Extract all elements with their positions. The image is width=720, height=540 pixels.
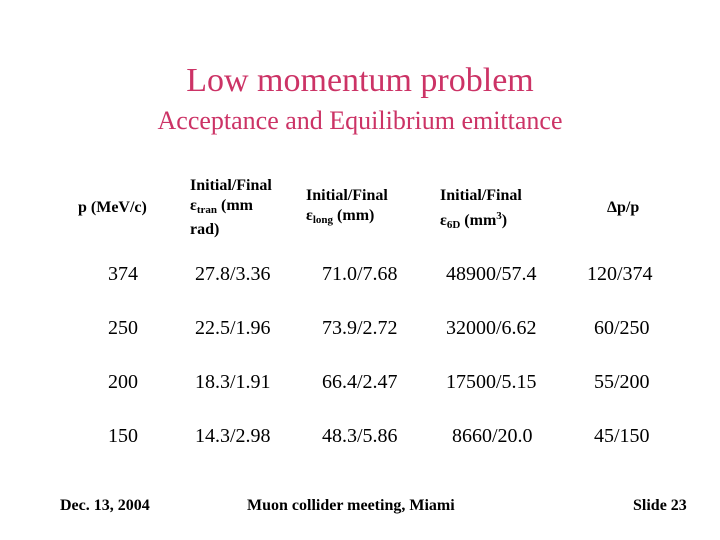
long-unit: (mm) [333, 207, 375, 224]
table-cell: 17500/5.15 [446, 371, 537, 393]
footer-date: Dec. 13, 2004 [60, 497, 150, 514]
6d-unit-close: ) [501, 212, 508, 229]
table-cell: 120/374 [587, 263, 653, 285]
delta-symbol: Δ [607, 199, 618, 216]
table-cell: 71.0/7.68 [322, 263, 398, 285]
slide-title: Low momentum problem [186, 62, 534, 99]
table-cell: 22.5/1.96 [195, 317, 271, 339]
table-cell: 27.8/3.36 [195, 263, 271, 285]
table-cell: 45/150 [594, 425, 650, 447]
header-momentum: p (MeV/c) [78, 199, 147, 216]
table-cell: 60/250 [594, 317, 650, 339]
header-6d-emittance: Initial/Final ε6D (mm3) [440, 186, 522, 235]
header-longitudinal-emittance: Initial/Final εlong (mm) [306, 186, 388, 230]
table-cell: 374 [108, 263, 138, 285]
footer-meeting: Muon collider meeting, Miami [247, 497, 455, 514]
header-transverse-line2: εtran (mm [190, 196, 272, 220]
long-subscript: long [312, 214, 334, 226]
epsilon-symbol: ε [440, 212, 447, 229]
table-cell: 55/200 [594, 371, 650, 393]
header-transverse-line1: Initial/Final [190, 177, 272, 194]
epsilon-symbol: ε [190, 197, 197, 214]
table-cell: 32000/6.62 [446, 317, 537, 339]
6d-subscript: 6D [446, 219, 461, 231]
header-6d-line1: Initial/Final [440, 187, 522, 204]
table-cell: 48900/57.4 [446, 263, 537, 285]
table-cell: 150 [108, 425, 138, 447]
table-cell: 48.3/5.86 [322, 425, 398, 447]
footer-slide-number: Slide 23 [633, 497, 687, 514]
6d-unit: (mm [460, 212, 497, 229]
table-cell: 73.9/2.72 [322, 317, 398, 339]
table-cell: 66.4/2.47 [322, 371, 398, 393]
table-cell: 14.3/2.98 [195, 425, 271, 447]
tran-unit: (mm [217, 197, 253, 214]
table-cell: 18.3/1.91 [195, 371, 271, 393]
tran-subscript: tran [196, 204, 218, 216]
header-transverse-line3: rad) [190, 221, 220, 238]
slide-subtitle: Acceptance and Equilibrium emittance [157, 106, 563, 135]
6d-superscript: 3 [496, 210, 502, 222]
dp-label: p/p [617, 199, 640, 216]
table-cell: 200 [108, 371, 138, 393]
table-cell: 250 [108, 317, 138, 339]
table-cell: 8660/20.0 [452, 425, 533, 447]
header-longitudinal-line2: εlong (mm) [306, 206, 388, 230]
header-longitudinal-line1: Initial/Final [306, 187, 388, 204]
header-transverse-emittance: Initial/Final εtran (mm rad) [190, 176, 272, 240]
header-momentum-spread: Δp/p [607, 198, 639, 218]
header-6d-line2: ε6D (mm3) [440, 206, 522, 235]
epsilon-symbol: ε [306, 207, 313, 224]
